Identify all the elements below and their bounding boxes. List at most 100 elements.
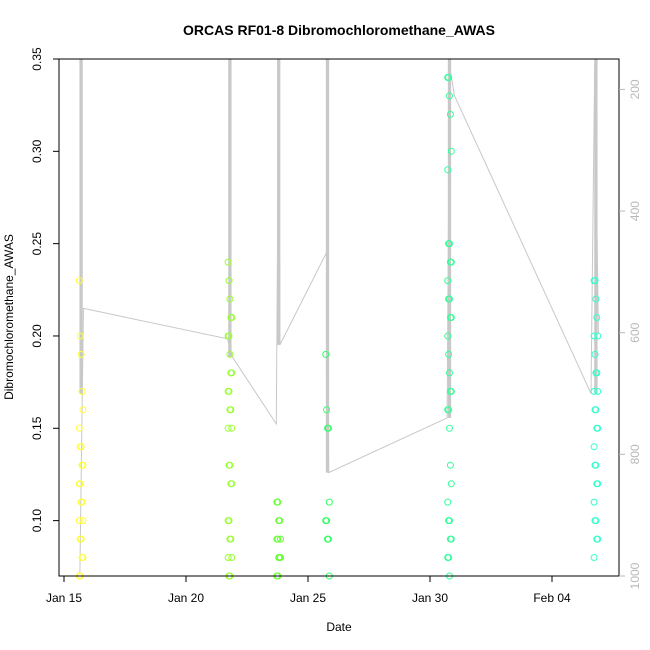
data-point [447, 258, 455, 266]
data-point [76, 480, 84, 488]
data-point [227, 406, 235, 414]
data-point [228, 424, 236, 432]
x-tick-label: Jan 20 [168, 591, 204, 605]
data-point [225, 332, 233, 340]
data-point [593, 314, 601, 321]
data-point [323, 406, 331, 414]
data-point [224, 554, 232, 561]
data-point [594, 480, 602, 488]
data-point [277, 535, 284, 543]
data-point [446, 461, 454, 469]
data-point [226, 461, 234, 469]
data-point [228, 369, 236, 377]
data-point [446, 295, 453, 303]
data-point [592, 406, 600, 414]
data-point [228, 480, 236, 488]
data-point [228, 314, 236, 321]
data-point [77, 443, 85, 451]
chart-title: ORCAS RF01-8 Dibromochloromethane_AWAS [183, 22, 495, 38]
x-tick-label: Jan 25 [290, 591, 326, 605]
data-point [75, 424, 83, 432]
data-point [447, 147, 455, 155]
data-point [322, 350, 330, 358]
data-point [444, 277, 452, 285]
y-tick-label: 0.20 [30, 324, 44, 348]
data-point [445, 554, 453, 561]
data-point [592, 461, 600, 469]
data-point [444, 498, 452, 506]
data-point [75, 277, 83, 285]
data-point [76, 332, 84, 340]
data-point [225, 277, 233, 285]
y2-tick-label: 600 [628, 322, 642, 342]
data-point [79, 461, 87, 469]
data-point [276, 517, 284, 525]
data-point [77, 535, 85, 543]
data-point [75, 517, 83, 525]
plot-frame [58, 58, 620, 577]
pressure-trace-line [79, 65, 599, 574]
data-point [447, 535, 455, 543]
x-tick-label: Jan 15 [46, 591, 82, 605]
data-point [590, 498, 598, 506]
x-axis-label: Date [326, 620, 352, 634]
data-points-layer [75, 74, 602, 580]
data-point [325, 498, 333, 506]
data-point [274, 535, 282, 543]
data-point [591, 350, 599, 358]
data-point [447, 387, 455, 395]
data-point [593, 369, 601, 377]
data-point [590, 443, 598, 451]
data-point [274, 498, 282, 506]
data-point [77, 350, 85, 358]
data-point [277, 554, 284, 561]
data-point [445, 350, 453, 358]
data-point [228, 554, 236, 561]
data-point [446, 517, 453, 525]
y2-tick-label: 200 [628, 79, 642, 99]
data-point [444, 332, 452, 340]
y2-tick-label: 800 [628, 444, 642, 464]
data-point [78, 498, 86, 506]
data-point [592, 517, 600, 525]
data-point [324, 535, 332, 543]
data-point [78, 387, 86, 395]
y-tick-label: 0.15 [30, 416, 44, 440]
pressure-trace-layer [79, 59, 599, 574]
data-point [446, 240, 453, 248]
data-point [226, 350, 234, 358]
data-point [225, 387, 233, 395]
y-tick-label: 0.25 [30, 232, 44, 256]
data-point [590, 387, 598, 395]
data-point [445, 406, 453, 414]
data-point [79, 517, 87, 525]
data-point [79, 554, 87, 561]
data-point [446, 92, 453, 100]
data-point [594, 332, 602, 340]
data-point [224, 424, 232, 432]
data-point [445, 74, 453, 81]
data-point [446, 369, 453, 377]
y-tick-label: 0.10 [30, 509, 44, 533]
data-point [594, 424, 602, 432]
data-point [324, 424, 332, 432]
y-tick-label: 0.30 [30, 139, 44, 163]
data-point [226, 295, 234, 303]
data-point [224, 258, 232, 266]
data-point [592, 295, 600, 303]
x-tick-label: Jan 30 [412, 591, 448, 605]
data-point [79, 406, 87, 414]
data-point [447, 314, 455, 321]
y2-tick-label: 1000 [628, 562, 642, 589]
data-point [590, 554, 598, 561]
data-point [446, 110, 454, 118]
data-point [594, 387, 602, 395]
y-tick-label: 0.35 [30, 47, 44, 71]
x-tick-label: Feb 04 [533, 591, 571, 605]
data-point [225, 517, 233, 525]
data-point [590, 332, 598, 340]
data-point [447, 480, 455, 488]
data-point [227, 535, 235, 543]
